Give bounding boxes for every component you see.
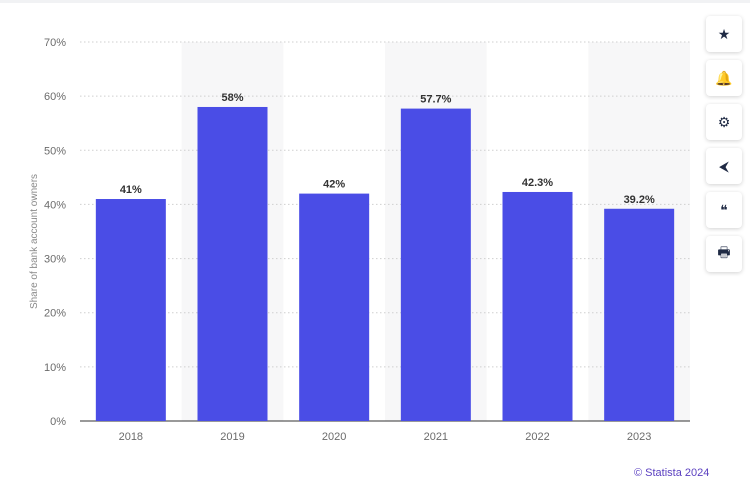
share-icon: ⮜ bbox=[719, 157, 729, 174]
data-label: 42% bbox=[323, 179, 345, 191]
tool-sidebar: ★ 🔔 ⚙ ⮜ ❝ 🖶 bbox=[706, 16, 742, 280]
y-tick-label: 0% bbox=[50, 416, 66, 428]
print-icon: 🖶 bbox=[717, 244, 731, 260]
bar[interactable] bbox=[299, 193, 370, 421]
bar[interactable] bbox=[400, 108, 471, 422]
x-axis-ticks: 2018 2019 2020 2021 2022 2023 bbox=[119, 431, 652, 443]
star-icon: ★ bbox=[717, 25, 731, 42]
y-axis-label: Share of bank account owners bbox=[29, 174, 40, 309]
bars bbox=[95, 106, 675, 422]
x-tick-label: 2022 bbox=[525, 431, 549, 443]
y-tick-label: 40% bbox=[44, 199, 66, 211]
bar[interactable] bbox=[502, 191, 573, 421]
y-axis-ticks: 0% 10% 20% 30% 40% 50% 60% 70% bbox=[44, 37, 66, 428]
notification-button[interactable]: 🔔 bbox=[706, 60, 742, 96]
cite-button[interactable]: ❝ bbox=[706, 192, 742, 228]
share-button[interactable]: ⮜ bbox=[706, 148, 742, 184]
data-label: 42.3% bbox=[522, 177, 553, 189]
y-tick-label: 60% bbox=[44, 91, 66, 103]
data-label: 39.2% bbox=[624, 194, 655, 206]
bar[interactable] bbox=[604, 208, 675, 421]
y-tick-label: 10% bbox=[44, 362, 66, 374]
x-tick-label: 2018 bbox=[119, 431, 143, 443]
gridlines bbox=[80, 41, 690, 422]
x-tick-label: 2019 bbox=[220, 431, 244, 443]
bar[interactable] bbox=[197, 106, 268, 421]
y-tick-label: 30% bbox=[44, 254, 66, 266]
settings-button[interactable]: ⚙ bbox=[706, 104, 742, 140]
bell-icon: 🔔 bbox=[715, 69, 733, 86]
x-tick-label: 2020 bbox=[322, 431, 346, 443]
print-button[interactable]: 🖶 bbox=[706, 236, 742, 272]
credit-link[interactable]: © Statista 2024 bbox=[634, 467, 710, 479]
gear-icon: ⚙ bbox=[717, 113, 731, 130]
bar[interactable] bbox=[95, 199, 166, 421]
bar-chart: 0% 10% 20% 30% 40% 50% 60% 70% 41% 58% 42% 57.7% 42… bbox=[29, 37, 690, 443]
x-tick-label: 2023 bbox=[627, 431, 651, 443]
y-tick-label: 20% bbox=[44, 308, 66, 320]
y-tick-label: 70% bbox=[44, 37, 66, 49]
quote-icon: ❝ bbox=[720, 201, 728, 218]
data-labels: 41% 58% 42% 57.7% 42.3% 39.2% bbox=[120, 92, 655, 206]
x-tick-label: 2021 bbox=[424, 431, 448, 443]
y-tick-label: 50% bbox=[44, 145, 66, 157]
favorite-button[interactable]: ★ bbox=[706, 16, 742, 52]
data-label: 58% bbox=[221, 92, 243, 104]
top-border bbox=[0, 0, 750, 3]
data-label: 57.7% bbox=[420, 94, 451, 106]
data-label: 41% bbox=[120, 184, 142, 196]
